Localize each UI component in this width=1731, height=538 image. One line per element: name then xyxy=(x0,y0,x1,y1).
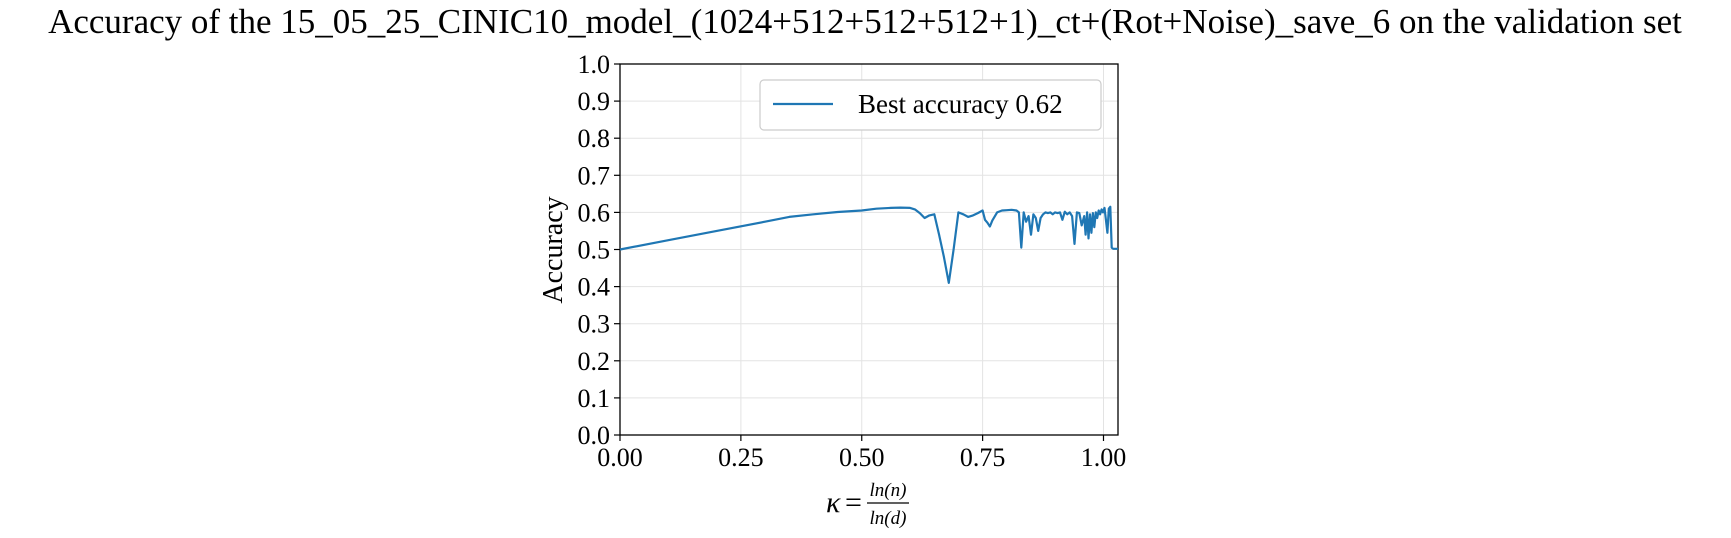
x-label-numerator: ln(n) xyxy=(870,480,907,501)
x-tick-label: 0.75 xyxy=(960,443,1006,472)
x-axis-label: κ = ln(n) ln(d) xyxy=(826,480,909,529)
x-label-denominator: ln(d) xyxy=(870,508,907,529)
y-tick-label: 0.0 xyxy=(578,421,611,450)
y-tick-label: 0.4 xyxy=(578,273,611,302)
y-tick-label: 0.6 xyxy=(578,198,611,227)
x-label-equals: = xyxy=(845,486,862,519)
y-axis-label: Accuracy xyxy=(538,196,569,303)
x-tick-label: 0.50 xyxy=(839,443,885,472)
series-line xyxy=(619,205,1118,284)
chart-title: Accuracy of the 15_05_25_CINIC10_model_(… xyxy=(48,2,1682,41)
x-tick-label: 1.00 xyxy=(1081,443,1127,472)
y-tick-label: 0.8 xyxy=(578,124,611,153)
legend-box xyxy=(759,79,1102,131)
x-tick-label: 0.00 xyxy=(597,443,643,472)
x-ticks: 0.00 0.25 0.50 0.75 1.00 xyxy=(597,435,1126,472)
y-tick-label: 0.1 xyxy=(578,384,611,413)
y-ticks: 0.0 0.1 0.2 0.3 0.4 0.5 0.6 0.7 0.8 0.9 1.0 xyxy=(578,50,620,450)
y-tick-label: 0.3 xyxy=(578,310,611,339)
y-tick-label: 0.5 xyxy=(578,236,611,265)
y-tick-label: 0.7 xyxy=(578,161,611,190)
y-tick-label: 0.2 xyxy=(578,347,611,376)
y-tick-label: 1.0 xyxy=(578,50,611,79)
x-tick-label: 0.25 xyxy=(718,443,764,472)
x-label-symbol: κ xyxy=(826,486,841,519)
y-tick-label: 0.9 xyxy=(578,87,611,116)
legend: Best accuracy 0.62 xyxy=(759,79,1102,131)
legend-label: Best accuracy 0.62 xyxy=(858,89,1063,119)
